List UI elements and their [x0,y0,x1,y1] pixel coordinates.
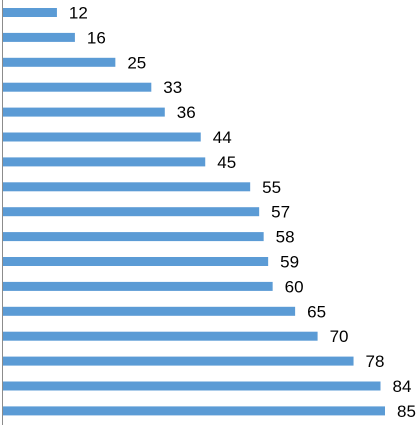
bar [3,32,75,42]
data-label: 55 [262,178,281,197]
data-label: 58 [276,228,295,247]
data-label: 60 [285,277,304,296]
bar [3,381,381,391]
data-label: 16 [87,28,106,47]
bar [3,8,57,17]
bar [3,331,318,341]
data-label: 33 [163,78,182,97]
data-label: 36 [177,103,196,122]
data-label: 59 [280,253,299,272]
data-label: 45 [217,153,236,172]
bar [3,232,264,242]
bar [3,306,296,316]
bar [3,57,116,67]
bars-group [3,8,385,416]
data-label: 57 [271,203,290,222]
data-label: 84 [393,377,412,396]
bar [3,157,206,167]
bar [3,107,165,117]
data-label: 78 [366,352,385,371]
data-label: 12 [69,4,88,23]
bar [3,132,201,142]
bar [3,257,269,266]
bar [3,356,354,366]
data-label: 65 [307,302,326,321]
data-label: 85 [397,402,416,421]
data-label: 70 [330,327,349,346]
bar [3,281,273,291]
data-label: 44 [213,128,232,147]
data-label: 25 [127,53,146,72]
bar [3,207,260,217]
bar [3,406,385,416]
bar [3,82,152,92]
bar [3,182,251,192]
